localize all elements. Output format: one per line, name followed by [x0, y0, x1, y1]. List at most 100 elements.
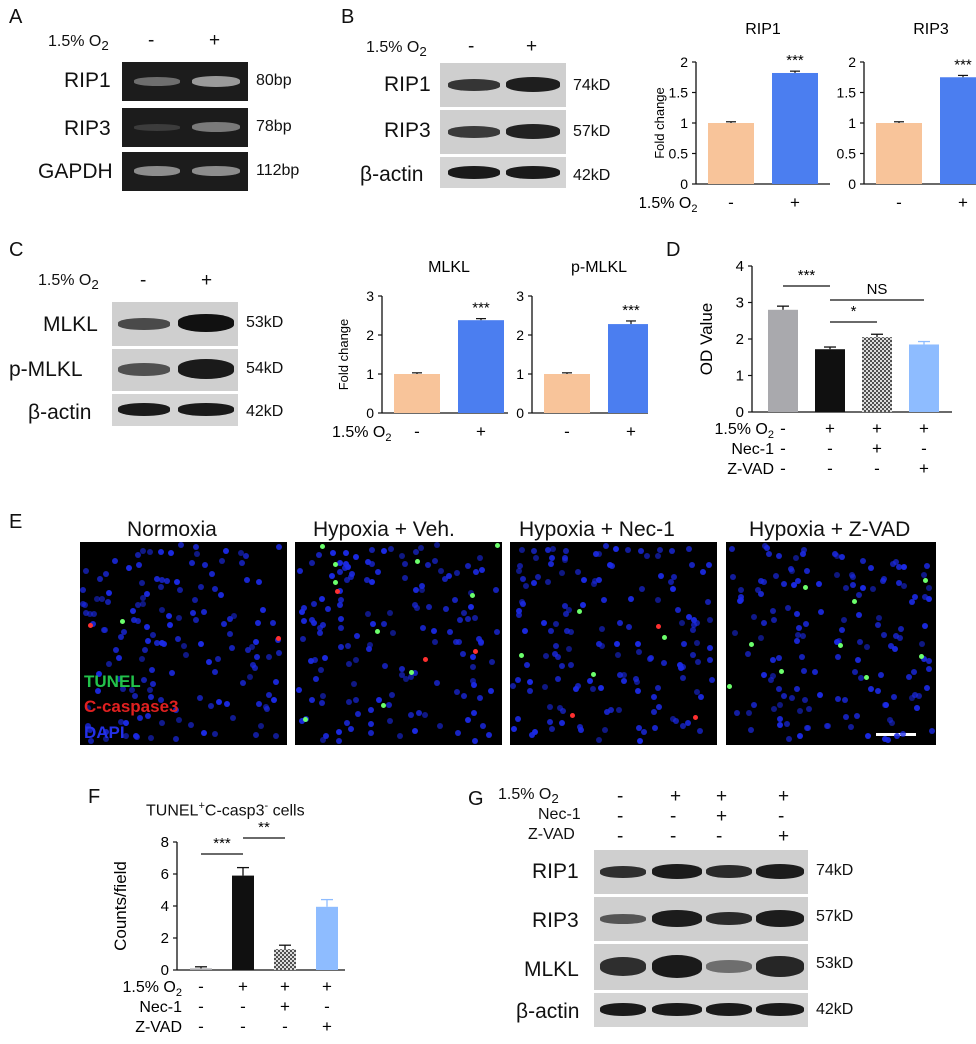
panel-g-size: 74kD [816, 862, 854, 879]
dapi-nucleus [215, 656, 221, 662]
panel-a-size: 80bp [256, 72, 292, 89]
bar [608, 324, 648, 413]
dapi-nucleus [240, 680, 246, 686]
dapi-nucleus [916, 693, 922, 699]
dapi-nucleus [761, 672, 767, 678]
dapi-nucleus [651, 709, 657, 715]
western-strip-g-rip1 [594, 850, 808, 894]
dapi-nucleus [527, 688, 533, 694]
dapi-nucleus [524, 662, 530, 668]
dapi-nucleus [455, 730, 461, 736]
dapi-nucleus [452, 597, 458, 603]
dapi-nucleus [309, 617, 315, 623]
dapi-nucleus [323, 733, 329, 739]
dapi-nucleus [446, 573, 452, 579]
dapi-nucleus [159, 720, 165, 726]
micrograph-title: Normoxia [127, 518, 217, 541]
dapi-nucleus [381, 548, 387, 554]
micrograph-hypoxia-zvad [726, 542, 936, 745]
dapi-nucleus [522, 628, 528, 634]
dapi-nucleus [607, 562, 613, 568]
bar [190, 968, 212, 970]
dapi-nucleus [270, 620, 276, 626]
dapi-nucleus [276, 650, 282, 656]
dapi-nucleus [369, 547, 375, 553]
dapi-nucleus [190, 610, 196, 616]
dapi-nucleus [348, 726, 354, 732]
dapi-nucleus [637, 738, 643, 744]
dapi-nucleus [604, 709, 610, 715]
dapi-nucleus [245, 647, 251, 653]
dapi-nucleus [854, 713, 860, 719]
dapi-nucleus [695, 659, 701, 665]
dapi-nucleus [253, 732, 259, 738]
dapi-nucleus [689, 562, 695, 568]
dapi-nucleus [893, 559, 899, 565]
dapi-nucleus [613, 546, 619, 552]
dapi-nucleus [924, 563, 930, 569]
dapi-nucleus [198, 584, 204, 590]
x-tick-label: - [728, 193, 734, 212]
dapi-nucleus [419, 587, 425, 593]
dapi-nucleus [591, 581, 597, 587]
dapi-nucleus [791, 582, 797, 588]
dapi-nucleus [929, 728, 935, 734]
dapi-nucleus [219, 558, 225, 564]
dapi-nucleus [106, 590, 112, 596]
gel-strip-rip3 [122, 108, 248, 147]
dapi-nucleus [140, 595, 146, 601]
dapi-nucleus [734, 710, 740, 716]
dapi-nucleus [465, 563, 471, 569]
dapi-nucleus [709, 677, 715, 683]
dapi-nucleus [746, 710, 752, 716]
dapi-nucleus [123, 720, 129, 726]
dapi-nucleus [470, 654, 476, 660]
panel-g-size: 53kD [816, 955, 854, 972]
tunel-positive-cell [409, 670, 414, 675]
micrograph-hypoxia-nec1 [510, 542, 717, 745]
dapi-nucleus [209, 571, 215, 577]
dapi-nucleus [795, 578, 801, 584]
dapi-nucleus [656, 704, 662, 710]
legend-c-caspase3: C-caspase3 [84, 697, 179, 716]
dapi-nucleus [590, 686, 596, 692]
dapi-nucleus [193, 544, 199, 550]
panel-b-size: 42kD [573, 167, 611, 184]
dapi-nucleus [366, 646, 372, 652]
dapi-nucleus [621, 678, 627, 684]
dapi-nucleus [784, 721, 790, 727]
condition-sign: - [780, 439, 786, 458]
dapi-nucleus [755, 587, 761, 593]
dapi-nucleus [351, 681, 357, 687]
tunel-positive-cell [519, 653, 524, 658]
panel-g-cond-label: Nec-1 [538, 806, 581, 823]
dapi-nucleus [85, 723, 91, 729]
dapi-nucleus [99, 596, 105, 602]
dapi-nucleus [478, 640, 484, 646]
dapi-nucleus [519, 599, 525, 605]
dapi-nucleus [365, 559, 371, 565]
dapi-nucleus [880, 578, 886, 584]
dapi-nucleus [369, 561, 375, 567]
dapi-nucleus [426, 604, 432, 610]
dapi-nucleus [543, 653, 549, 659]
dapi-nucleus [349, 571, 355, 577]
dapi-nucleus [900, 731, 906, 737]
condition-sign: - [240, 1017, 246, 1036]
dapi-nucleus [602, 727, 608, 733]
dapi-nucleus [671, 574, 677, 580]
tunel-positive-cell [303, 717, 308, 722]
condition-row-label: Z-VAD [727, 461, 774, 478]
dapi-nucleus [412, 728, 418, 734]
bar [862, 337, 892, 412]
dapi-nucleus [344, 720, 350, 726]
chart-title: RIP1 [745, 21, 781, 38]
panel-b-condition: 1.5% O2 [366, 39, 427, 60]
dapi-nucleus [694, 620, 700, 626]
dapi-nucleus [553, 643, 559, 649]
panel-b-row-label: RIP3 [384, 119, 431, 142]
dapi-nucleus [480, 723, 486, 729]
c-caspase3-positive-cell [88, 623, 93, 628]
dapi-nucleus [296, 687, 302, 693]
significance-label: *** [798, 267, 816, 284]
